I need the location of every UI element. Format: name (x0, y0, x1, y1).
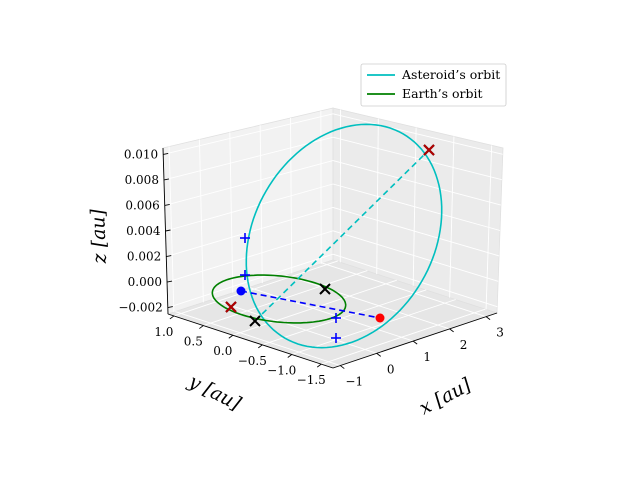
z-tick-mark (164, 204, 170, 206)
dashed-line-sun-to-red-point (240, 290, 381, 319)
grid-line-z-right (332, 230, 499, 282)
grid-line-y-floor (262, 289, 427, 346)
x-tick-label: 2 (460, 338, 468, 352)
z-tick-label: 0.006 (125, 198, 159, 212)
y-tick-mark (287, 354, 293, 358)
x-tick-mark (340, 365, 345, 369)
black-x-marker (319, 283, 331, 295)
x-tick-label: −1 (345, 375, 363, 389)
tick-labels: −1 0 1 2 3 1.0 0.5 0.0 −0.5−1.0−1.5 −0.002 0.000 0.… (118, 147, 504, 388)
legend-label-asteroid: Asteroid’s orbit (401, 67, 500, 82)
grid-line-x-wall (412, 127, 417, 286)
grid-line-z-left (167, 253, 334, 309)
y-axis-label: y [au] (184, 370, 245, 415)
grid-line-x-floor (320, 262, 487, 318)
legend: Asteroid’s orbit Earth’s orbit (360, 63, 507, 107)
series-line-asteroid-orbit (245, 123, 443, 349)
grid-line-y-floor (203, 270, 368, 326)
x-tick-mark (485, 316, 491, 321)
y-tick-label: −1.0 (267, 364, 296, 378)
grid-line-z-left (166, 230, 334, 283)
grid-line-y-wall (198, 139, 204, 303)
grid-line-x-floor (211, 298, 377, 354)
z-tick-mark (163, 152, 169, 155)
red-x-marker (423, 144, 435, 156)
x-tick-mark (376, 352, 382, 357)
z-tick-label: 0.004 (126, 224, 161, 238)
grid-line-x-floor (175, 311, 341, 366)
z-tick-label: 0.008 (125, 173, 159, 187)
y-tick-mark (258, 344, 263, 349)
grid-line-z-right (332, 183, 501, 231)
grid-line-x-wall (449, 136, 455, 298)
z-tick-mark (165, 229, 171, 232)
legend-label-earth: Earth’s orbit (402, 86, 483, 101)
sun-point (236, 286, 246, 296)
markers-layer (225, 144, 435, 343)
x-tick-mark (449, 328, 454, 333)
grid-line-z-left (163, 113, 334, 155)
grid-line-y-floor (232, 279, 397, 336)
y-tick-mark (199, 325, 204, 329)
x-axis-label: x [au] (416, 374, 476, 420)
z-tick-label: 0.000 (128, 275, 162, 289)
grid-line-y-floor (321, 308, 486, 365)
grid-line-y-wall (290, 117, 293, 274)
grid-line-z-left (165, 183, 334, 232)
z-tick-label: 0.002 (127, 250, 161, 264)
y-tick-label: 0.5 (184, 335, 203, 349)
y-tick-label: −0.5 (238, 354, 267, 368)
grid-line-x-wall (376, 118, 379, 275)
x-axis-line (332, 312, 498, 369)
z-tick-mark (167, 306, 173, 309)
dashed-line-asteroid-node (254, 149, 430, 322)
z-tick-mark (166, 280, 173, 283)
x-tick-label: 1 (423, 350, 431, 364)
black-x-marker (249, 315, 261, 327)
grid-line-y-wall (229, 132, 234, 293)
red-x-marker (225, 301, 237, 313)
grid-line-x-floor (284, 274, 450, 330)
grid-line-z-right (332, 206, 500, 257)
z-tick-mark (163, 178, 170, 181)
z-tick-label: −0.002 (118, 301, 162, 315)
y-axis-line (167, 313, 334, 369)
legend-box (360, 63, 507, 107)
grid-line-y-wall (168, 146, 175, 313)
z-axis-label: z [au] (87, 208, 111, 265)
y-tick-label: −1.5 (297, 373, 326, 387)
series-layer (211, 123, 443, 349)
series-line-earth-orbit (211, 274, 347, 324)
grid-line-z-left (164, 160, 334, 206)
grid-line-z-right (332, 136, 502, 181)
grid-line-z-left (163, 136, 334, 181)
grid-line-z-right (332, 253, 498, 308)
grid-line-y-wall (259, 125, 263, 284)
x-tick-label: 3 (496, 326, 504, 340)
grid-line-z-right (332, 113, 503, 155)
x-tick-label: 0 (387, 362, 395, 376)
grid-line-x-floor (248, 286, 414, 342)
y-tick-label: 0.0 (213, 344, 232, 358)
grid-line-y-floor (173, 260, 339, 317)
grid-line-x-wall (485, 145, 493, 310)
red-point (375, 313, 385, 323)
y-tick-label: 1.0 (154, 325, 173, 339)
grid-line-z-right (332, 160, 502, 206)
y-tick-mark (316, 363, 322, 368)
grid-lines (163, 109, 503, 366)
y-tick-mark (228, 334, 234, 339)
x-tick-mark (412, 340, 418, 345)
z-tick-label: 0.010 (124, 147, 158, 161)
grid-line-y-floor (291, 299, 456, 355)
z-tick-mark (166, 255, 172, 257)
y-tick-mark (169, 315, 175, 320)
